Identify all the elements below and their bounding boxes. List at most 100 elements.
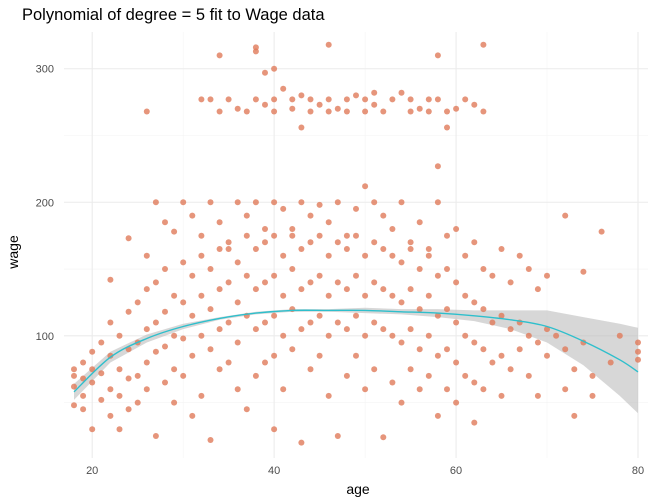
scatter-point xyxy=(444,124,450,131)
scatter-point xyxy=(252,96,259,103)
x-tick-labels: 20 40 60 80 xyxy=(86,465,644,477)
scatter-point xyxy=(143,386,150,393)
scatter-point xyxy=(125,308,132,315)
scatter-point xyxy=(380,212,387,219)
scatter-point xyxy=(380,246,387,252)
scatter-point xyxy=(516,346,523,353)
scatter-point xyxy=(343,286,350,293)
scatter-point xyxy=(143,286,150,293)
scatter-point xyxy=(162,308,168,315)
scatter-point xyxy=(289,226,296,232)
scatter-point xyxy=(316,232,323,239)
scatter-point xyxy=(125,406,132,413)
scatter-point xyxy=(434,199,441,206)
scatter-point xyxy=(71,372,77,379)
scatter-point xyxy=(425,332,432,339)
scatter-point xyxy=(271,96,278,103)
confidence-band-layer xyxy=(74,307,638,414)
scatter-point xyxy=(116,366,123,373)
scatter-point xyxy=(271,108,278,115)
scatter-point xyxy=(444,306,450,313)
scatter-point xyxy=(307,212,314,219)
scatter-point xyxy=(444,232,450,239)
scatter-point xyxy=(80,375,87,382)
scatter-point xyxy=(252,286,259,293)
scatter-point xyxy=(444,108,450,115)
scatter-point xyxy=(80,392,87,399)
scatter-point xyxy=(280,332,287,339)
scatter-point xyxy=(262,279,268,286)
scatter-point xyxy=(271,312,278,319)
scatter-point xyxy=(507,279,514,286)
scatter-point xyxy=(444,266,450,272)
scatter-point xyxy=(598,228,605,235)
scatter-point xyxy=(152,199,159,206)
scatter-point xyxy=(298,246,305,252)
scatter-point xyxy=(498,392,505,399)
scatter-point xyxy=(207,306,214,313)
scatter-point xyxy=(207,266,214,272)
scatter-point xyxy=(262,69,268,76)
scatter-point xyxy=(389,252,396,259)
scatter-point xyxy=(225,319,232,326)
scatter-point xyxy=(89,379,96,386)
scatter-point xyxy=(307,239,314,246)
scatter-point xyxy=(243,108,250,115)
scatter-point xyxy=(143,252,150,259)
scatter-point xyxy=(271,232,278,239)
scatter-point xyxy=(171,366,178,373)
scatter-point xyxy=(407,108,414,115)
scatter-point xyxy=(434,163,441,170)
scatter-point xyxy=(343,232,350,239)
scatter-point xyxy=(280,292,287,299)
scatter-point xyxy=(307,319,314,326)
scatter-point xyxy=(444,346,450,353)
scatter-point xyxy=(371,101,378,108)
scatter-point xyxy=(325,332,332,339)
scatter-point xyxy=(171,228,178,235)
scatter-point xyxy=(298,92,305,99)
scatter-points-layer xyxy=(71,41,641,446)
scatter-point xyxy=(252,246,259,252)
scatter-point xyxy=(298,199,305,206)
scatter-point xyxy=(198,332,205,339)
scatter-point xyxy=(234,259,241,266)
scatter-point xyxy=(425,96,432,103)
scatter-point xyxy=(434,412,441,419)
scatter-point xyxy=(343,108,350,115)
scatter-point xyxy=(71,366,77,373)
scatter-point xyxy=(225,359,232,366)
scatter-point xyxy=(252,372,259,379)
scatter-point xyxy=(134,399,141,406)
scatter-point xyxy=(234,199,241,206)
scatter-point xyxy=(216,52,223,59)
scatter-point xyxy=(380,286,387,293)
scatter-point xyxy=(262,359,268,366)
scatter-point xyxy=(107,319,114,326)
scatter-point xyxy=(471,379,478,386)
scatter-point xyxy=(462,252,469,259)
scatter-point xyxy=(243,232,250,239)
scatter-point xyxy=(398,339,405,346)
scatter-point xyxy=(589,392,596,399)
scatter-point xyxy=(271,272,278,279)
scatter-point xyxy=(471,101,478,108)
x-tick-label: 40 xyxy=(268,465,280,477)
scatter-point xyxy=(225,96,232,103)
scatter-point xyxy=(407,239,414,246)
scatter-point xyxy=(316,272,323,279)
scatter-point xyxy=(171,399,178,406)
scatter-point xyxy=(534,392,541,399)
scatter-point xyxy=(343,96,350,103)
scatter-point xyxy=(280,85,287,92)
scatter-point xyxy=(180,372,187,379)
scatter-point xyxy=(362,183,369,190)
scatter-point xyxy=(534,339,541,346)
scatter-point xyxy=(107,276,114,283)
scatter-point xyxy=(289,96,296,103)
scatter-point xyxy=(371,199,378,206)
scatter-point xyxy=(525,372,532,379)
scatter-point xyxy=(507,366,514,373)
scatter-point xyxy=(189,272,196,279)
scatter-point xyxy=(343,246,350,252)
